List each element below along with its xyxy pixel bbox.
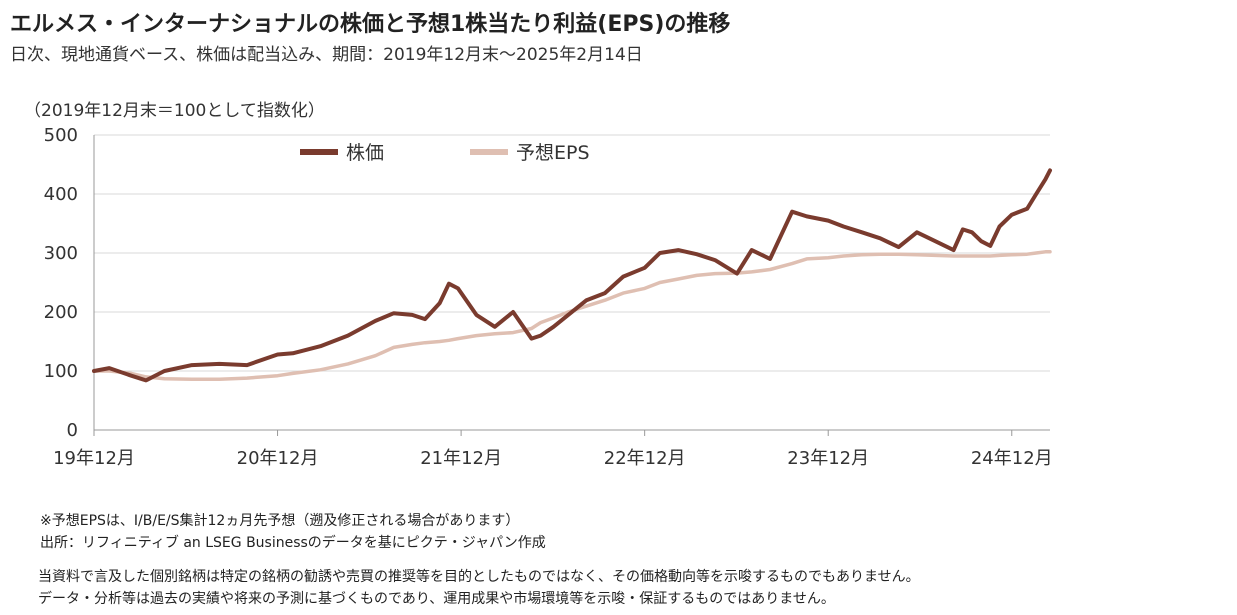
source-note: 出所：リフィニティブ an LSEG Businessのデータを基にピクテ・ジャ… xyxy=(40,535,546,551)
y-tick-label-1: 100 xyxy=(44,361,78,382)
x-tick-label-4: 23年12月 xyxy=(787,448,869,469)
y-tick-label-3: 300 xyxy=(44,243,78,264)
chart-title: エルメス・インターナショナルの株価と予想1株当たり利益(EPS)の推移 xyxy=(10,12,731,37)
y-tick-label-5: 500 xyxy=(44,125,78,146)
chart-area: 0 100 200 300 400 500 19年12月 20年12月 21年12月 22年12月… xyxy=(44,125,1053,469)
disclaimer-line-1: 当資料で言及した個別銘柄は特定の銘柄の勧誘や売買の推奨等を目的としたものではなく… xyxy=(38,569,920,585)
x-tick-label-5: 24年12月 xyxy=(971,448,1053,469)
legend-label-0: 株価 xyxy=(346,142,384,164)
y-tick-label-0: 0 xyxy=(67,420,78,441)
y-unit-label: （2019年12月末＝100として指数化） xyxy=(24,101,325,121)
disclaimer-line-2: データ・分析等は過去の実績や将来の予測に基づくものであり、運用成果や市場環境等を… xyxy=(38,591,835,607)
series-line-1 xyxy=(92,250,1052,382)
y-tick-label-2: 200 xyxy=(44,302,78,323)
legend-label-1: 予想EPS xyxy=(516,142,590,164)
x-tick-label-2: 21年12月 xyxy=(420,448,502,469)
chart-subtitle: 日次、現地通貨ベース、株価は配当込み、期間：2019年12月末～2025年2月1… xyxy=(10,45,643,65)
y-tick-label-4: 400 xyxy=(44,184,78,205)
eps-note: ※予想EPSは、I/B/E/S集計12ヵ月先予想（遡及修正される場合があります） xyxy=(40,513,520,529)
x-tick-label-3: 22年12月 xyxy=(604,448,686,469)
x-tick-label-0: 19年12月 xyxy=(53,448,135,469)
x-tick-label-1: 20年12月 xyxy=(237,448,319,469)
series-line-0 xyxy=(92,168,1052,383)
